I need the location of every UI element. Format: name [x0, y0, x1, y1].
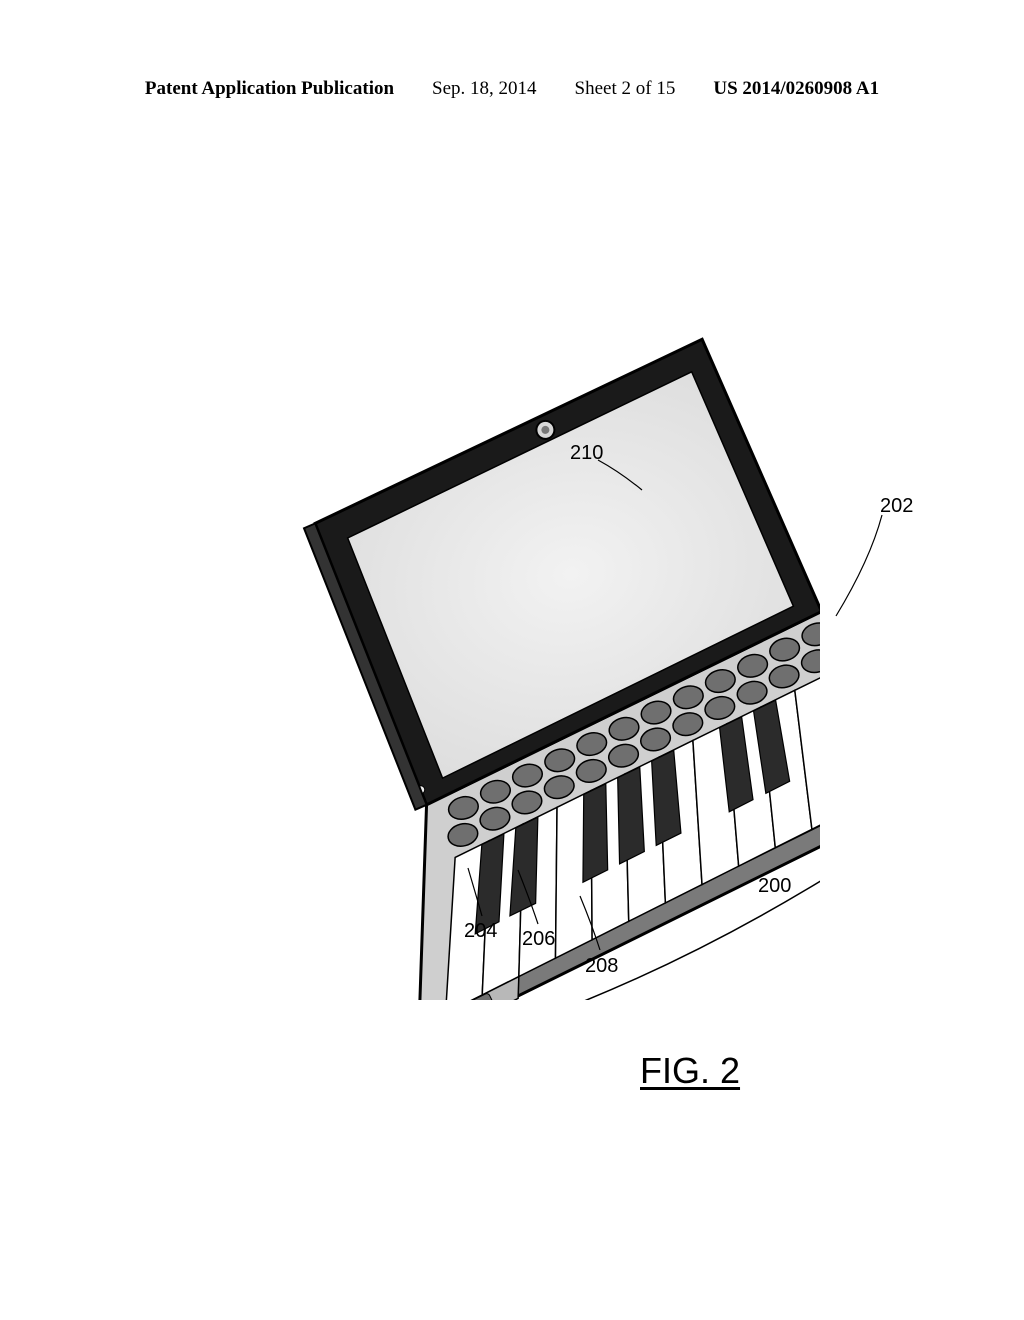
header-publication: Patent Application Publication: [145, 78, 394, 100]
header-date: Sep. 18, 2014: [432, 78, 537, 100]
figure-2: 210 202 200 204 206 208 FIG. 2: [200, 300, 820, 1000]
header-docnum: US 2014/0260908 A1: [713, 78, 879, 100]
ref-208: 208: [585, 955, 618, 978]
leader-208: [200, 300, 820, 1000]
figure-label: FIG. 2: [640, 1050, 740, 1092]
header-sheet: Sheet 2 of 15: [575, 78, 676, 100]
ref-202: 202: [880, 495, 913, 518]
page-header: Patent Application Publication Sep. 18, …: [0, 78, 1024, 100]
